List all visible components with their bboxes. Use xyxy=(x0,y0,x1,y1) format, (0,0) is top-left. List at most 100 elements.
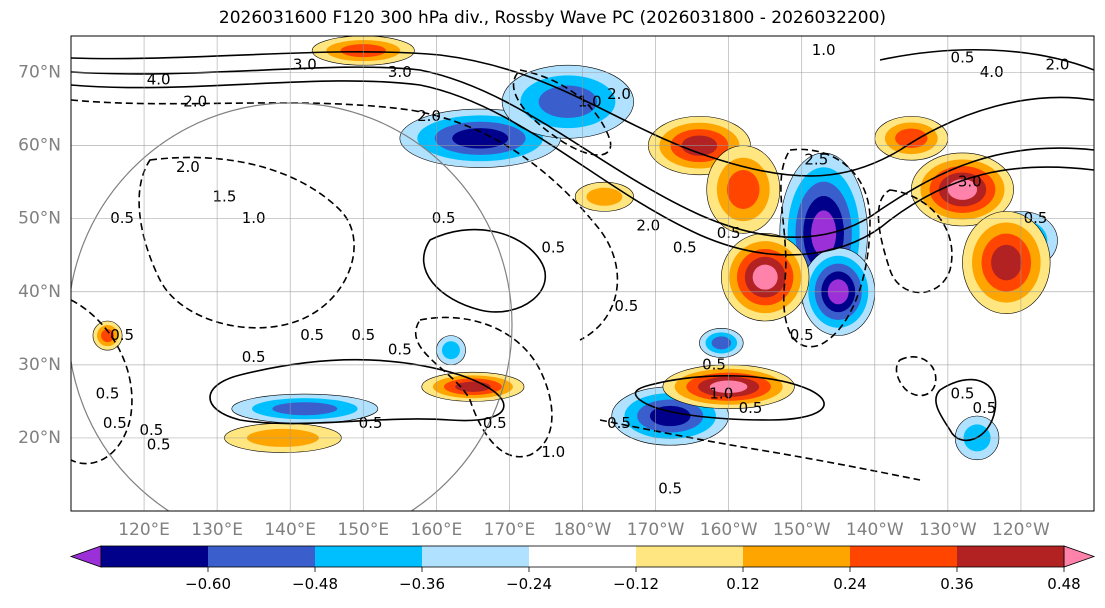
contour-label: 0.5 xyxy=(103,414,127,432)
contour-label: 1.0 xyxy=(709,385,733,403)
lon-tick-label: 170°E xyxy=(484,520,536,540)
divergence-anomaly-cell xyxy=(101,329,115,343)
colorbar-segment xyxy=(850,546,957,567)
colorbar-segment xyxy=(422,546,529,567)
divergence-anomaly-cell xyxy=(811,210,837,257)
contour-label: 0.5 xyxy=(607,414,631,432)
colorbar-extend-low xyxy=(69,545,102,568)
contour-label: 0.5 xyxy=(242,348,266,366)
lat-tick-label: 70°N xyxy=(18,63,61,83)
contour-label: 3.0 xyxy=(293,56,317,74)
contour-label: 0.5 xyxy=(1024,209,1048,227)
contour-label: 0.5 xyxy=(483,414,507,432)
divergence-anomaly-cell xyxy=(649,405,691,427)
grid-layer xyxy=(71,36,1094,511)
lon-tick-label: 130°E xyxy=(191,520,243,540)
rossby-contour-dashed xyxy=(780,148,871,348)
lon-tick-label: 120°W xyxy=(992,520,1050,540)
colorbar-tick-label: 0.12 xyxy=(726,575,759,593)
contour-label: 0.5 xyxy=(673,238,697,256)
lat-tick-label: 30°N xyxy=(18,355,61,375)
lon-tick-label: 150°W xyxy=(773,520,831,540)
lon-tick-label: 150°E xyxy=(337,520,389,540)
contour-label: 3.0 xyxy=(958,173,982,191)
contour-label: 0.5 xyxy=(951,385,975,403)
rossby-contour-solid xyxy=(423,228,547,313)
colorbar-outline xyxy=(100,545,1065,568)
contour-label: 0.5 xyxy=(96,385,120,403)
contour-label: 2.0 xyxy=(176,158,200,176)
lat-tick-label: 20°N xyxy=(18,428,61,448)
colorbar-tick-label: −0.12 xyxy=(613,575,659,593)
contour-label: 0.5 xyxy=(951,48,975,66)
divergence-anomaly-cell xyxy=(711,336,732,350)
lon-tick-label: 130°W xyxy=(919,520,977,540)
lat-tick-label: 40°N xyxy=(18,282,61,302)
rossby-contour-dashed xyxy=(895,356,937,397)
contour-label: 2.5 xyxy=(804,151,828,169)
contour-label: 0.5 xyxy=(388,341,412,359)
colorbar-tick-label: −0.48 xyxy=(292,575,338,593)
colorbar-segment xyxy=(208,546,315,567)
colorbar-segment xyxy=(101,546,208,567)
rossby-contour-dashed xyxy=(71,299,133,465)
rossby-contour-dashed xyxy=(414,316,553,458)
lon-tick-label: 140°E xyxy=(264,520,316,540)
divergence-fill-layer xyxy=(92,36,1058,461)
contour-label: 1.0 xyxy=(812,41,836,59)
colorbar-segment xyxy=(315,546,422,567)
lon-tick-label: 180°W xyxy=(554,520,612,540)
colorbar-segment xyxy=(529,546,636,567)
colorbar-segment xyxy=(743,546,850,567)
colorbar-tick-label: 0.36 xyxy=(940,575,973,593)
lon-tick-label: 140°W xyxy=(846,520,904,540)
contour-label: 0.5 xyxy=(614,297,638,315)
rossby-contour-solid xyxy=(71,66,1094,238)
colorbar-segment xyxy=(636,546,743,567)
rossby-contour-solid xyxy=(209,358,505,425)
contour-label: 4.0 xyxy=(980,63,1004,81)
colorbar-tick-label: −0.24 xyxy=(506,575,552,593)
contour-label: 0.5 xyxy=(658,480,682,498)
contour-label: 0.5 xyxy=(432,209,456,227)
rossby-contour-solid xyxy=(935,378,997,442)
contour-label: 2.0 xyxy=(183,92,207,110)
contour-label: 0.5 xyxy=(359,414,383,432)
rossby-contour-dashed xyxy=(138,156,355,329)
contour-label: 2.0 xyxy=(607,85,631,103)
contour-label: 0.5 xyxy=(972,399,996,417)
rossby-contour-dashed xyxy=(599,419,921,481)
contour-label: 0.5 xyxy=(147,436,171,454)
divergence-anomaly-cell xyxy=(727,169,760,209)
divergence-anomaly-cell xyxy=(272,402,338,416)
lon-tick-label: 170°W xyxy=(627,520,685,540)
colorbar: −0.60 −0.48 −0.36 −0.24 −0.12 0.12 0.24 0.36 0.4… xyxy=(69,545,1096,593)
axis-layer: 70°N 60°N 50°N 40°N 30°N 20°N 120°E 130°E 140°E 1… xyxy=(18,63,1050,540)
map-frame xyxy=(70,35,1095,512)
contour-label-layer: 4.0 2.0 3.0 3.0 2.0 1.0 2.0 1.0 0.5 4.0 2.0 2.0 1.5 0… xyxy=(96,41,1070,497)
divergence-anomaly-cell xyxy=(752,264,778,290)
contour-label: 0.5 xyxy=(739,399,763,417)
colorbar-extend-high xyxy=(1063,545,1096,568)
colorbar-tick-label: 0.48 xyxy=(1047,575,1080,593)
contour-label: 2.0 xyxy=(636,217,660,235)
contour-label: 1.5 xyxy=(213,187,237,205)
divergence-anomaly-cell xyxy=(441,341,460,360)
lon-tick-label: 120°E xyxy=(118,520,170,540)
divergence-anomaly-cell xyxy=(452,128,509,149)
contour-label: 0.5 xyxy=(300,326,324,344)
contour-label: 1.0 xyxy=(578,92,602,110)
contour-label: 0.5 xyxy=(139,421,163,439)
divergence-anomaly-cell xyxy=(895,128,928,149)
colorbar-tick-label: 0.24 xyxy=(833,575,866,593)
contour-label: 0.5 xyxy=(110,209,134,227)
lon-tick-label: 160°E xyxy=(411,520,463,540)
colorbar-tick-label: −0.60 xyxy=(185,575,231,593)
contour-label: 1.0 xyxy=(541,443,565,461)
lat-tick-label: 50°N xyxy=(18,209,61,229)
rossby-contour-solid xyxy=(879,49,1094,71)
contour-label: 4.0 xyxy=(147,70,171,88)
divergence-anomaly-cell xyxy=(991,244,1022,281)
